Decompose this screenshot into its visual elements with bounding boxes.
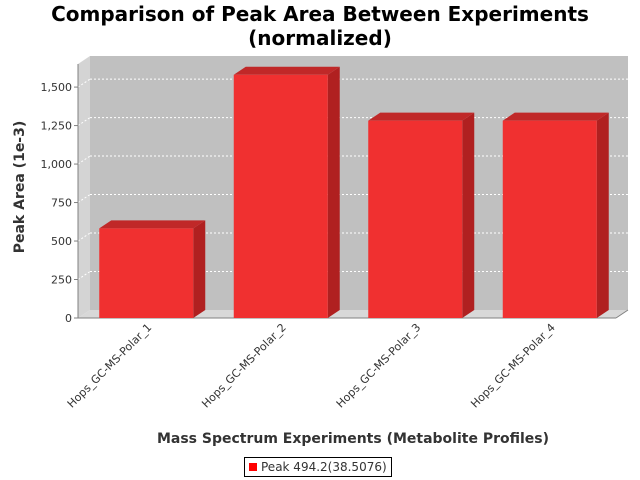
x-tick-label: Hops_GC-MS-Polar_2 [199, 321, 289, 411]
y-tick-label: 1,000 [41, 158, 73, 171]
y-tick-label: 1,500 [41, 81, 73, 94]
legend-label: Peak 494.2(38.5076) [261, 460, 387, 474]
bar-side [327, 66, 340, 318]
grid-line-side [77, 271, 91, 280]
y-tick-label: 750 [51, 197, 72, 210]
chart-title: Comparison of Peak Area Between Experime… [0, 2, 640, 50]
grid-line-side [77, 117, 91, 126]
x-axis-title: Mass Spectrum Experiments (Metabolite Pr… [156, 431, 550, 447]
y-tick-label: 500 [51, 235, 72, 248]
chart-title-main: Comparison of Peak Area Between Experime… [51, 2, 589, 26]
x-tick-label: Hops_GC-MS-Polar_1 [65, 321, 155, 411]
bar [502, 120, 597, 319]
y-axis-title: Peak Area (1e-3) [12, 121, 28, 254]
y-tick-label: 250 [51, 274, 72, 287]
bar-side [193, 220, 206, 318]
x-tick-label: Hops_GC-MS-Polar_4 [468, 321, 558, 411]
legend-swatch [249, 463, 257, 471]
grid-line-side [77, 155, 91, 165]
bar-side [462, 112, 475, 319]
chart-plot: 0 250 500 750 1,000 1,250 1,500 Peak Area (1e-3… [12, 56, 629, 411]
bar-side [596, 112, 609, 319]
x-axis-line-depth [615, 309, 629, 319]
bar-top [502, 112, 609, 121]
y-tick-label: 0 [65, 312, 72, 325]
bar-top [233, 66, 340, 75]
chart-subtitle: (normalized) [248, 26, 392, 50]
bar [368, 120, 463, 319]
grid-line-side [77, 78, 91, 88]
legend: Peak 494.2(38.5076) [244, 457, 392, 477]
y-tick-label: 1,250 [41, 120, 73, 133]
x-tick-label: Hops_GC-MS-Polar_3 [334, 321, 424, 411]
grid-line-side [77, 232, 91, 242]
bar-top [99, 220, 206, 229]
bar [99, 228, 194, 318]
plot-floor [78, 310, 628, 318]
grid-line-side [77, 194, 91, 203]
bar [233, 74, 328, 318]
bar-top [368, 112, 475, 121]
plot-left-wall [78, 56, 90, 318]
